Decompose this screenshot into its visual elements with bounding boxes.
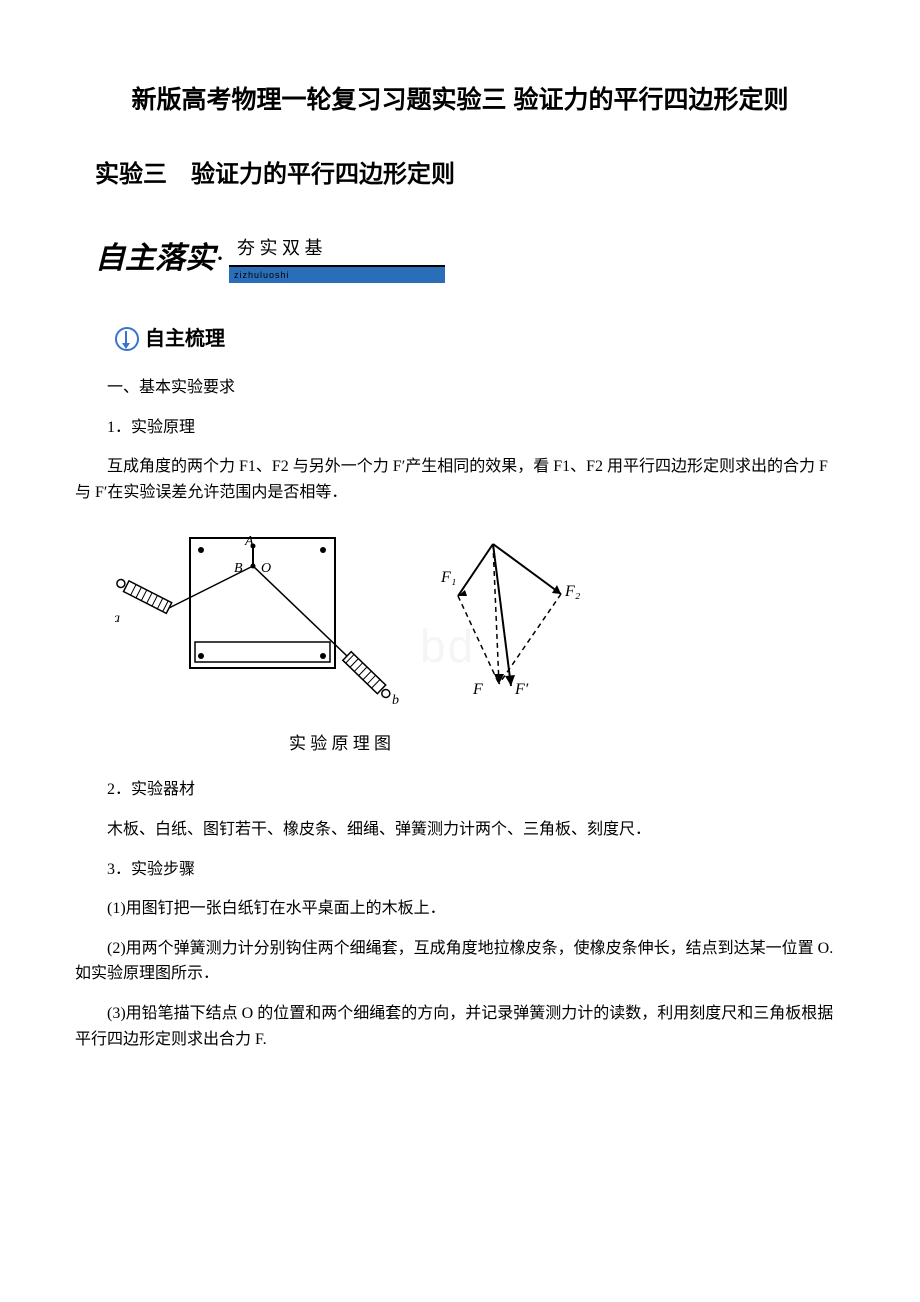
item-3-s2: (2)用两个弹簧测力计分别钩住两个细绳套，互成角度地拉橡皮条，使橡皮条伸长，结点…: [75, 936, 845, 987]
label-F2: F₂: [564, 583, 581, 600]
label-b: b: [392, 693, 399, 708]
label-F1: F₁: [440, 569, 456, 586]
down-arrow-circle-icon: [115, 327, 139, 351]
figure-caption: 实 验 原 理 图: [115, 730, 565, 757]
figure-container: A B O a: [75, 526, 845, 758]
heading-1: 一、基本实验要求: [75, 375, 845, 401]
section-marker: 自主梳理: [115, 323, 845, 355]
item-1-label: 1．实验原理: [75, 415, 845, 441]
experiment-diagram: A B O a: [115, 526, 585, 716]
banner-secondary-text: 夯 实 双 基: [229, 234, 445, 267]
item-1-text: 互成角度的两个力 F1、F2 与另外一个力 F′产生相同的效果，看 F1、F2 …: [75, 454, 845, 505]
label-A: A: [244, 534, 254, 549]
banner-pinyin: zizhuluoshi: [234, 268, 290, 282]
label-F: F: [472, 681, 483, 698]
banner-dot-icon: ·: [215, 235, 225, 283]
label-a: a: [115, 611, 120, 626]
item-2-text: 木板、白纸、图钉若干、橡皮条、细绳、弹簧测力计两个、三角板、刻度尺．: [75, 817, 845, 843]
banner-stripe-bottom: zizhuluoshi: [229, 267, 445, 283]
item-3-s3: (3)用铅笔描下结点 O 的位置和两个细绳套的方向，并记录弹簧测力计的读数，利用…: [75, 1001, 845, 1052]
item-2-label: 2．实验器材: [75, 777, 845, 803]
label-O: O: [261, 561, 271, 576]
label-Fp: F′: [514, 681, 529, 698]
experiment-subtitle: 实验三 验证力的平行四边形定则: [95, 156, 845, 194]
item-3-s1: (1)用图钉把一张白纸钉在水平桌面上的木板上．: [75, 896, 845, 922]
main-title: 新版高考物理一轮复习习题实验三 验证力的平行四边形定则: [75, 80, 845, 120]
banner-script-text: 自主落实: [95, 235, 215, 283]
banner-stripe: 夯 实 双 基 zizhuluoshi: [229, 234, 445, 283]
section-marker-label: 自主梳理: [145, 323, 225, 355]
item-3-label: 3．实验步骤: [75, 857, 845, 883]
banner: 自主落实 · 夯 实 双 基 zizhuluoshi: [95, 234, 845, 283]
